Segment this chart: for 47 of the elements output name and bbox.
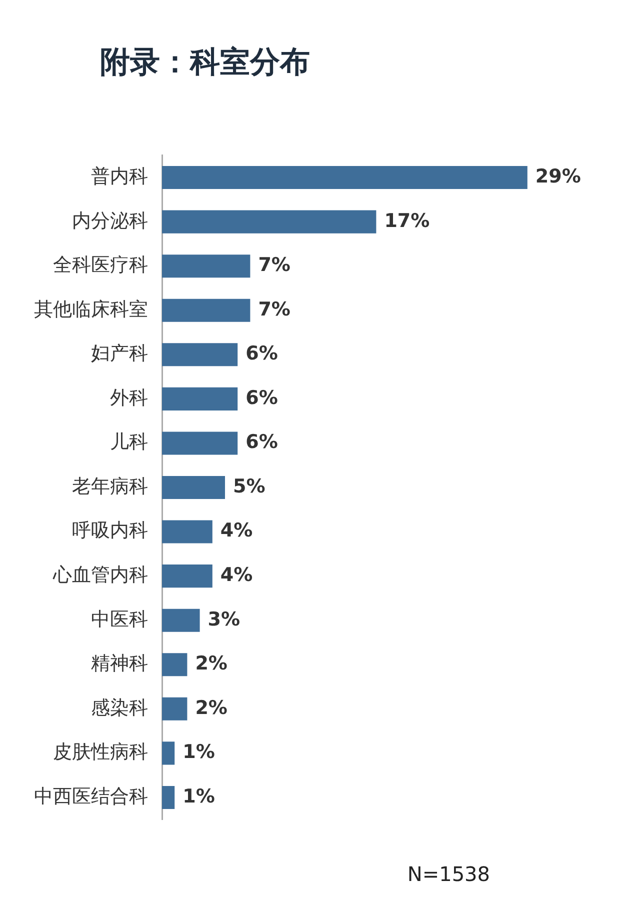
y-tick-label: 内分泌科 (72, 210, 148, 232)
data-label: 1% (182, 741, 215, 764)
data-label: 1% (182, 785, 215, 808)
y-tick-label: 外科 (110, 386, 148, 409)
y-tick-label: 皮肤性病科 (53, 741, 148, 764)
y-tick-label: 感染科 (91, 696, 148, 719)
y-tick-label: 其他临床科室 (34, 298, 148, 320)
bar (162, 742, 175, 765)
bar (162, 432, 238, 455)
bar (162, 343, 238, 366)
y-tick-label: 中医科 (91, 608, 148, 630)
y-tick-label: 全科医疗科 (53, 254, 148, 276)
bar (162, 786, 175, 809)
data-label: 5% (233, 475, 266, 498)
bar (162, 298, 250, 322)
bar (162, 387, 238, 410)
bar (162, 697, 188, 720)
y-tick-label: 心血管内科 (52, 564, 148, 586)
bar (162, 476, 225, 500)
y-tick-label: 老年病科 (72, 475, 148, 498)
data-label: 17% (384, 210, 430, 232)
bar (162, 166, 528, 190)
data-label: 6% (246, 386, 278, 409)
y-tick-label: 中西医结合科 (34, 785, 148, 808)
data-label: 2% (195, 696, 228, 719)
data-label: 6% (246, 342, 278, 365)
data-label: 4% (220, 564, 253, 586)
data-label: 3% (208, 608, 240, 630)
chart-title: 附录：科室分布 (100, 44, 310, 82)
y-tick-label: 儿科 (110, 431, 148, 454)
data-label: 4% (220, 520, 253, 542)
data-label: 7% (258, 254, 290, 276)
bar (162, 254, 250, 278)
bar (162, 653, 188, 676)
data-label: 7% (258, 298, 290, 320)
bar (162, 608, 200, 632)
data-label: 29% (535, 165, 581, 188)
data-label: 6% (246, 431, 278, 454)
y-tick-label: 妇产科 (91, 342, 148, 365)
y-tick-label: 普内科 (91, 165, 148, 188)
bar (162, 210, 376, 234)
bar (162, 564, 212, 588)
bar (162, 520, 212, 544)
text: N=1538 (407, 862, 490, 886)
data-label: 2% (195, 652, 228, 675)
y-tick-label: 精神科 (91, 652, 148, 675)
y-tick-label: 呼吸内科 (72, 520, 148, 542)
